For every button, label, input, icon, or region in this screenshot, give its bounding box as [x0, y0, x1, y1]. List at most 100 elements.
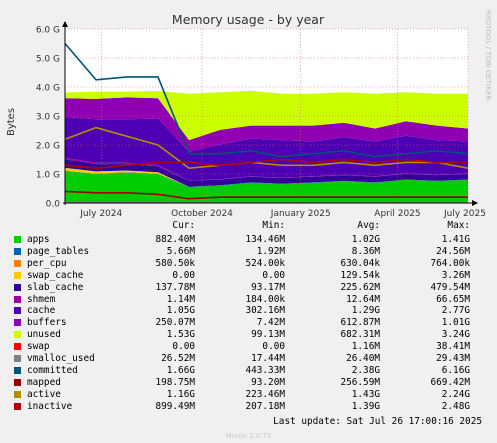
- legend-row: swap_cache 0.00 0.00 129.54k 3.26M: [0, 270, 497, 282]
- area-unused: [65, 90, 468, 141]
- legend-row: inactive 899.49M 207.18M 1.39G 2.48G: [0, 401, 497, 413]
- legend-max: 29.43M: [436, 353, 470, 364]
- x-tick-label: July 2025: [443, 209, 486, 219]
- legend-avg: 26.40M: [346, 353, 380, 364]
- legend-avg: 1.16M: [351, 341, 380, 353]
- legend-min: 0.00: [262, 269, 285, 281]
- legend-min: 184.00k: [245, 293, 285, 305]
- legend-header: Cur: Min: Avg: Max:: [0, 220, 497, 232]
- legend-header-cur: Cur:: [172, 220, 195, 231]
- legend-swatch: [14, 295, 21, 303]
- legend-cur: 26.52M: [161, 353, 195, 364]
- legend-row: shmem 1.14M 184.00k 12.64M 66.65M: [0, 294, 497, 306]
- legend-swatch: [14, 390, 21, 398]
- legend-max: 479.54M: [430, 281, 470, 293]
- legend-cur: 1.66G: [166, 364, 195, 376]
- legend-max: 2.77G: [441, 305, 470, 317]
- legend-min: 207.18M: [245, 400, 285, 412]
- legend-row: vmalloc_used 26.52M 17.44M 26.40M 29.43M: [0, 353, 497, 365]
- legend-avg: 12.64M: [346, 293, 380, 305]
- legend-min: 0.00: [262, 341, 285, 353]
- legend-row: mapped 198.75M 93.20M 256.59M 669.42M: [0, 377, 497, 389]
- memory-chart: Memory usage - by year Bytes RRDTOOL / T…: [6, 10, 492, 219]
- legend-series-name: vmalloc_used: [27, 353, 95, 364]
- legend-swatch: [14, 319, 21, 327]
- legend-series-name: page_tables: [27, 245, 90, 257]
- x-tick-labels: July 2024 October 2024 January 2025 April 2…: [79, 209, 486, 219]
- y-tick-labels: 0.0 1.0 G 2.0 G 3.0 G 4.0 G 5.0 G 6.0 G: [36, 26, 60, 210]
- legend-series-name: inactive: [27, 400, 73, 412]
- side-label: RRDTOOL / TOBI OETIKER: [484, 10, 492, 100]
- legend-row: committed 1.66G 443.33M 2.38G 6.16G: [0, 365, 497, 377]
- legend-swatch: [14, 247, 21, 255]
- legend-avg: 1.39G: [351, 400, 380, 412]
- legend-swatch: [14, 366, 21, 374]
- legend-series-name: cache: [27, 305, 56, 317]
- legend-min: 93.17M: [251, 281, 285, 293]
- legend-max: 3.26M: [441, 269, 470, 281]
- legend-avg: 612.87M: [340, 317, 380, 329]
- legend-row: buffers 250.07M 7.42M 612.87M 1.01G: [0, 317, 497, 329]
- legend-min: 7.42M: [256, 317, 285, 329]
- munin-version: Munin 2.0.75: [225, 432, 272, 440]
- line-series: [64, 42, 469, 204]
- legend-cur: 1.05G: [166, 305, 195, 317]
- legend-swatch: [14, 378, 21, 386]
- legend-swatch: [14, 307, 21, 315]
- y-tick-label: 6.0 G: [36, 26, 60, 36]
- y-tick-label: 3.0 G: [36, 113, 60, 123]
- grid-lines: [65, 28, 469, 203]
- legend-min: 17.44M: [251, 353, 285, 364]
- line-mapped: [64, 190, 468, 200]
- legend-avg: 129.54k: [340, 269, 380, 281]
- legend-max: 1.41G: [441, 234, 470, 245]
- legend-series-name: shmem: [27, 293, 56, 305]
- legend-header-min: Min:: [262, 220, 285, 231]
- legend-cur: 882.40M: [155, 234, 195, 245]
- y-tick-label: 5.0 G: [36, 55, 60, 65]
- legend-avg: 682.31M: [340, 329, 380, 341]
- legend-max: 3.24G: [441, 329, 470, 341]
- y-axis-arrow: [62, 21, 68, 27]
- legend-row: page_tables 5.66M 1.92M 8.36M 24.56M: [0, 246, 497, 258]
- legend-cur: 5.66M: [166, 245, 195, 257]
- line-inactive: [64, 158, 468, 170]
- x-axis-arrow: [472, 200, 478, 206]
- legend-avg: 1.43G: [351, 388, 380, 400]
- legend-swatch: [14, 236, 21, 243]
- legend-cur: 0.00: [172, 269, 195, 281]
- legend-swatch: [14, 343, 21, 351]
- legend-swatch: [14, 355, 21, 362]
- x-tick-label: April 2025: [374, 209, 420, 219]
- legend-cur: 899.49M: [155, 400, 195, 412]
- legend-avg: 8.36M: [351, 245, 380, 257]
- legend-row: swap 0.00 0.00 1.16M 38.41M: [0, 341, 497, 353]
- legend-cur: 198.75M: [155, 376, 195, 388]
- legend-series-name: slab_cache: [27, 281, 84, 293]
- legend-max: 66.65M: [436, 293, 470, 305]
- x-tick-label: October 2024: [171, 209, 233, 219]
- legend-min: 443.33M: [245, 364, 285, 376]
- legend-row: per_cpu 580.50k 524.00k 630.04k 764.00k: [0, 258, 497, 270]
- legend-avg: 225.62M: [340, 281, 380, 293]
- legend-series-name: swap_cache: [27, 269, 84, 281]
- y-tick-label: 1.0 G: [36, 171, 60, 181]
- legend-min: 524.00k: [245, 257, 285, 269]
- legend-avg: 2.38G: [351, 364, 380, 376]
- legend-swatch: [14, 331, 21, 339]
- legend-min: 99.13M: [251, 329, 285, 341]
- legend-swatch: [14, 402, 21, 410]
- legend-series-name: unused: [27, 329, 61, 341]
- legend-min: 134.46M: [245, 234, 285, 245]
- legend-max: 24.56M: [436, 245, 470, 257]
- legend-max: 6.16G: [441, 364, 470, 376]
- legend-avg: 1.29G: [351, 305, 380, 317]
- y-axis-label: Bytes: [6, 108, 17, 136]
- legend-avg: 256.59M: [340, 376, 380, 388]
- legend-series-name: buffers: [27, 317, 67, 329]
- legend-series-name: active: [27, 388, 61, 400]
- legend-row: apps 882.40M 134.46M 1.02G 1.41G: [0, 234, 497, 246]
- legend-row: cache 1.05G 302.16M 1.29G 2.77G: [0, 305, 497, 317]
- legend-cur: 137.78M: [155, 281, 195, 293]
- legend-cur: 1.53G: [166, 329, 195, 341]
